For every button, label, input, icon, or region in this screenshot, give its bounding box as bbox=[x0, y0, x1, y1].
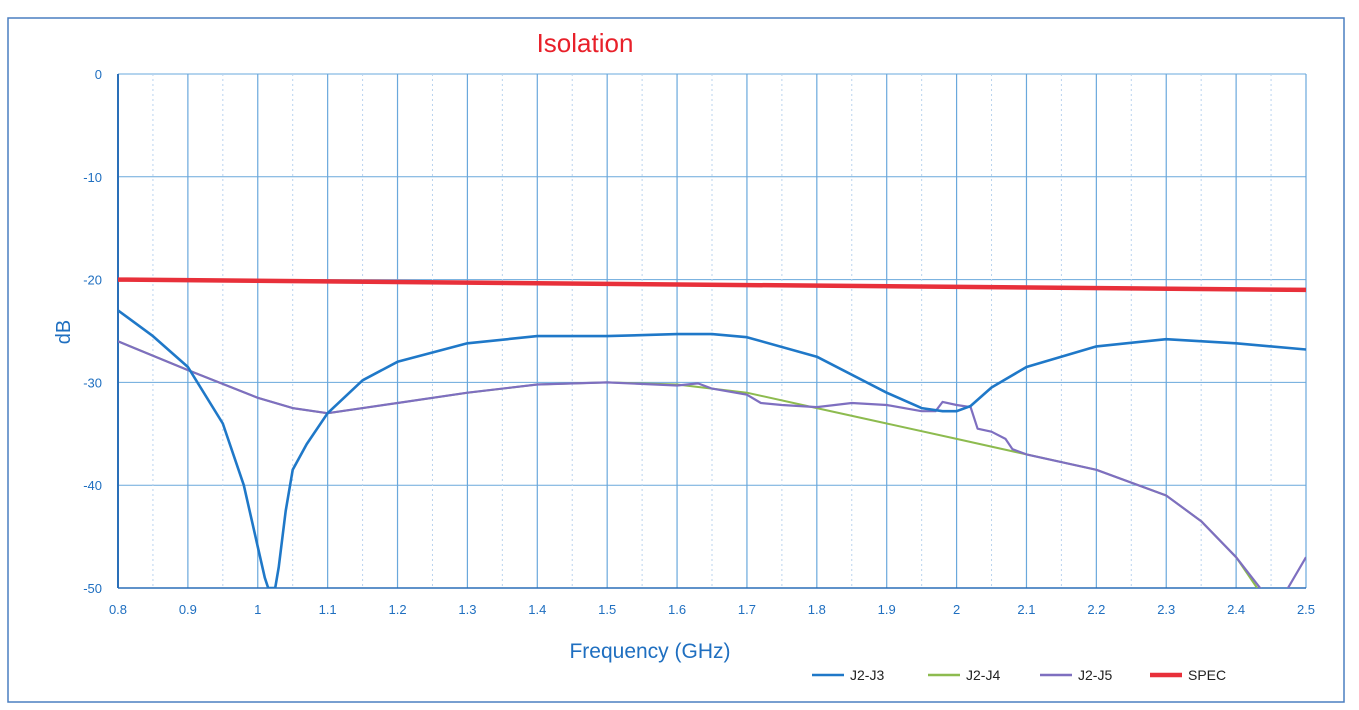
x-tick-label: 1.9 bbox=[878, 602, 896, 617]
x-tick-label: 1 bbox=[254, 602, 261, 617]
y-tick-label: -20 bbox=[83, 273, 102, 288]
x-tick-label: 1.1 bbox=[319, 602, 337, 617]
x-tick-label: 0.9 bbox=[179, 602, 197, 617]
y-tick-labels: 0 -10 -20 -30 -40 -50 bbox=[83, 67, 102, 596]
series-line-j2-j3 bbox=[118, 309, 1306, 588]
x-tick-label: 2.2 bbox=[1087, 602, 1105, 617]
x-tick-label: 2.5 bbox=[1297, 602, 1315, 617]
legend: J2-J3 J2-J4 J2-J5 SPEC bbox=[812, 667, 1226, 683]
legend-label-j2-j3: J2-J3 bbox=[850, 667, 884, 683]
x-tick-label: 1.8 bbox=[808, 602, 826, 617]
grid bbox=[117, 73, 1307, 589]
x-tick-label: 0.8 bbox=[109, 602, 127, 617]
outer-border bbox=[7, 17, 1345, 703]
series-line-j2-j5 bbox=[118, 340, 1306, 588]
x-tick-labels: 0.8 0.9 1 1.1 1.2 1.3 1.4 1.5 1.6 1.7 1.8 1.9 2 2.1 2.… bbox=[109, 602, 1315, 617]
legend-label-j2-j4: J2-J4 bbox=[966, 667, 1000, 683]
x-tick-label: 1.3 bbox=[458, 602, 476, 617]
x-tick-label: 1.7 bbox=[738, 602, 756, 617]
x-axis-label: Frequency (GHz) bbox=[569, 640, 730, 663]
y-axis-label: dB bbox=[53, 320, 75, 344]
y-tick-label: -10 bbox=[83, 170, 102, 185]
y-tick-label: -50 bbox=[83, 581, 102, 596]
x-tick-label: 1.4 bbox=[528, 602, 546, 617]
y-tick-label: 0 bbox=[95, 67, 102, 82]
x-tick-label: 2.4 bbox=[1227, 602, 1245, 617]
chart-title: Isolation bbox=[537, 28, 634, 58]
plot-area bbox=[118, 277, 1306, 588]
x-tick-label: 2 bbox=[953, 602, 960, 617]
legend-label-spec: SPEC bbox=[1188, 667, 1226, 683]
series-line-spec bbox=[118, 277, 1306, 293]
x-tick-label: 1.2 bbox=[388, 602, 406, 617]
legend-label-j2-j5: J2-J5 bbox=[1078, 667, 1112, 683]
x-tick-label: 2.3 bbox=[1157, 602, 1175, 617]
y-tick-label: -30 bbox=[83, 375, 102, 390]
x-tick-label: 1.6 bbox=[668, 602, 686, 617]
x-tick-label: 2.1 bbox=[1017, 602, 1035, 617]
y-tick-label: -40 bbox=[83, 478, 102, 493]
x-tick-label: 1.5 bbox=[598, 602, 616, 617]
